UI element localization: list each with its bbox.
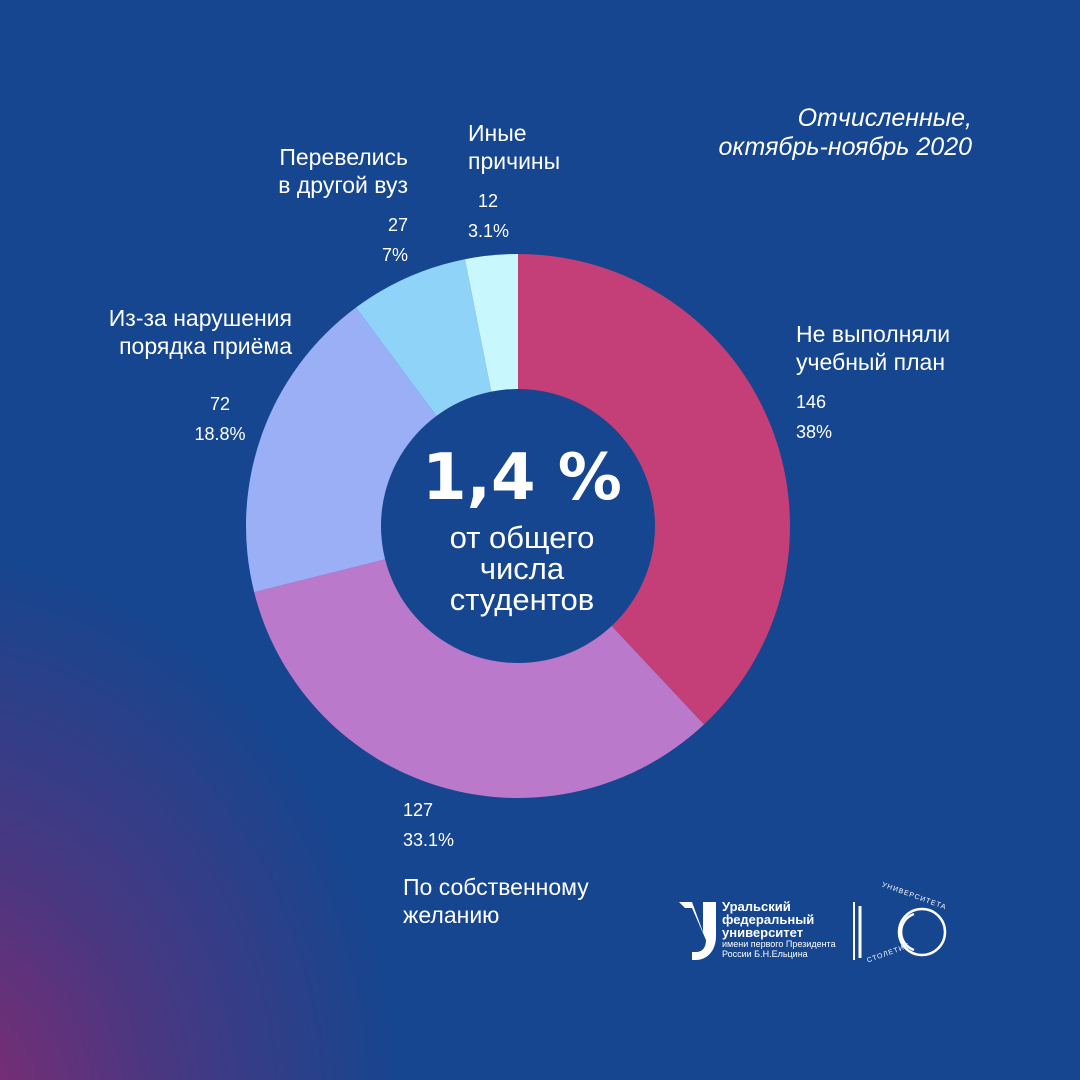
donut-slice-plan xyxy=(518,254,790,725)
title-line-2: октябрь-ноябрь 2020 xyxy=(718,133,972,161)
slice-percent: 7% xyxy=(381,245,408,265)
center-caption-line-3: студентов xyxy=(449,582,595,617)
slice-category: Иные xyxy=(468,120,527,146)
slice-value: 27 xyxy=(387,215,408,235)
slice-numbers-admission: 72 18.8% xyxy=(180,394,260,445)
urfu-emblem-icon xyxy=(679,902,716,960)
slice-value: 12 xyxy=(478,191,499,211)
center-percent: 1,4 % xyxy=(422,441,622,515)
slice-percent: 3.1% xyxy=(468,221,510,241)
slice-category: учебный план xyxy=(796,349,946,375)
slice-label-transfer: Перевелись в другой вуз 27 7% xyxy=(200,143,408,266)
slice-label-other: Иные причины 12 3.1% xyxy=(468,119,560,242)
centenary-ring-icon xyxy=(897,907,947,957)
logo-line: федеральный xyxy=(722,912,815,927)
slice-percent: 38% xyxy=(796,422,833,442)
slice-category: По собственному xyxy=(403,874,589,900)
university-logo xyxy=(679,902,947,960)
slice-value: 146 xyxy=(796,392,827,412)
logo-line-small: России Б.Н.Ельцина xyxy=(722,949,808,959)
centenary-inner-arc-icon xyxy=(899,912,915,952)
slice-label-admission: Из-за нарушения порядка приёма xyxy=(60,304,292,360)
donut-slice-own-will xyxy=(254,526,704,798)
title-line-1: Отчисленные, xyxy=(797,104,972,132)
university-name: Уральский федеральный университет имени … xyxy=(722,900,836,959)
slice-category: в другой вуз xyxy=(278,172,408,198)
slice-label-own-will: 127 33.1% По собственному желанию xyxy=(403,800,589,929)
center-caption-line-1: от общего xyxy=(449,520,595,555)
slice-percent: 18.8% xyxy=(194,424,246,444)
chart-title: Отчисленные, октябрь-ноябрь 2020 xyxy=(560,104,972,162)
center-summary: 1,4 % от общего числа студентов xyxy=(380,440,664,615)
slice-value: 72 xyxy=(209,394,231,414)
slice-category: желанию xyxy=(403,902,500,928)
logo-line: Уральский xyxy=(722,899,791,914)
slice-category: Перевелись xyxy=(279,144,408,170)
center-caption: от общего числа студентов xyxy=(380,522,664,615)
logo-line: университет xyxy=(722,925,804,940)
slice-category: Не выполняли xyxy=(796,321,951,347)
slice-percent: 33.1% xyxy=(403,830,455,850)
slice-label-plan: Не выполняли учебный план 146 38% xyxy=(796,320,950,443)
logo-line-small: имени первого Президента xyxy=(722,939,836,949)
slice-category: порядка приёма xyxy=(119,333,292,359)
donut-hole xyxy=(381,389,655,663)
center-caption-line-2: числа xyxy=(479,551,565,586)
slice-category: причины xyxy=(468,148,561,174)
slice-value: 127 xyxy=(403,800,434,820)
slice-category: Из-за нарушения xyxy=(108,305,292,331)
